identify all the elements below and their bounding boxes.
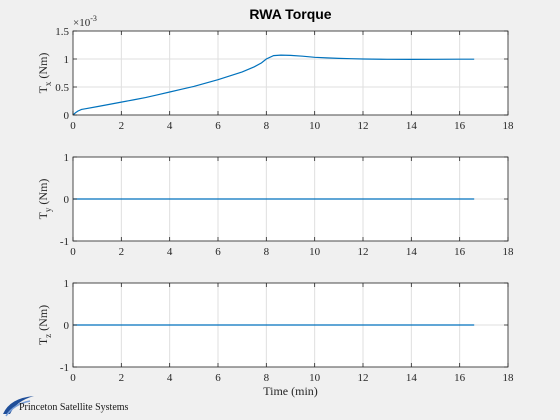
series-line-1 bbox=[72, 54, 475, 116]
x-tick-label: 16 bbox=[454, 246, 466, 258]
y-axis-label-subscript: z bbox=[43, 334, 53, 338]
x-axis-label: Time (min) bbox=[263, 384, 318, 398]
y-tick-label: -1 bbox=[60, 362, 69, 374]
x-tick-label: 4 bbox=[167, 246, 173, 258]
y-tick-label: 1 bbox=[64, 278, 70, 290]
x-tick-label: 2 bbox=[119, 120, 125, 132]
y-tick-label: 0 bbox=[64, 110, 70, 122]
y-axis-label-main: T bbox=[36, 211, 50, 219]
x-tick-label: 18 bbox=[503, 246, 515, 258]
y-axis-label: Tx (Nm) bbox=[36, 53, 53, 94]
x-tick-label: 2 bbox=[119, 246, 125, 258]
x-tick-label: 12 bbox=[358, 372, 369, 384]
y-tick-label: 0.5 bbox=[55, 82, 69, 94]
logo-text: Princeton Satellite Systems bbox=[19, 402, 129, 413]
x-tick-label: 16 bbox=[454, 120, 466, 132]
x-tick-label: 4 bbox=[167, 120, 173, 132]
x-tick-label: 12 bbox=[358, 246, 369, 258]
x-tick-label: 4 bbox=[167, 372, 173, 384]
axes-box bbox=[72, 30, 509, 116]
y-axis-label-main: T bbox=[36, 337, 50, 345]
y-exponent-label: ×10-3 bbox=[73, 14, 97, 29]
x-tick-label: 6 bbox=[215, 246, 221, 258]
x-tick-label: 16 bbox=[454, 372, 466, 384]
company-logo: Princeton Satellite Systems bbox=[3, 396, 129, 417]
x-tick-label: 14 bbox=[406, 372, 418, 384]
x-tick-label: 6 bbox=[215, 372, 221, 384]
x-tick-label: 10 bbox=[309, 372, 321, 384]
x-tick-label: 0 bbox=[70, 246, 76, 258]
x-tick-label: 8 bbox=[264, 372, 270, 384]
chart-title: RWA Torque bbox=[249, 6, 331, 22]
y-exponent-base: ×10 bbox=[73, 17, 91, 29]
y-axis-label-unit: (Nm) bbox=[36, 53, 50, 82]
x-tick-label: 18 bbox=[503, 372, 515, 384]
x-tick-label: 0 bbox=[70, 120, 76, 132]
x-tick-label: 12 bbox=[358, 120, 369, 132]
y-axis-label-subscript: y bbox=[43, 207, 53, 212]
plot-area bbox=[73, 31, 508, 115]
y-axis-label-unit: (Nm) bbox=[36, 179, 50, 208]
y-tick-label: 0 bbox=[64, 194, 70, 206]
x-tick-label: 8 bbox=[264, 246, 270, 258]
y-axis-label: Ty (Nm) bbox=[36, 179, 53, 220]
y-axis-label-main: T bbox=[36, 85, 50, 93]
subplot-1: 0 2 4 6 8 10 12 14 16 18 0 0.5 1 1.5 Tx (Nm) RWA Torque… bbox=[36, 6, 514, 132]
y-tick-label: 0 bbox=[64, 320, 70, 332]
y-axis-label: Tz (Nm) bbox=[36, 305, 53, 345]
y-tick-label: 1 bbox=[64, 152, 70, 164]
x-tick-label: 2 bbox=[119, 372, 125, 384]
y-exponent-power: -3 bbox=[90, 14, 97, 23]
x-tick-label: 6 bbox=[215, 120, 221, 132]
y-axis-label-subscript: x bbox=[43, 81, 53, 86]
x-tick-label: 18 bbox=[503, 120, 515, 132]
y-tick-label: 1.5 bbox=[55, 26, 69, 38]
x-tick-label: 8 bbox=[264, 120, 270, 132]
x-tick-label: 10 bbox=[309, 246, 321, 258]
x-tick-label: 10 bbox=[309, 120, 321, 132]
y-tick-label: -1 bbox=[60, 236, 69, 248]
x-tick-label: 14 bbox=[406, 246, 418, 258]
y-tick-label: 1 bbox=[64, 54, 70, 66]
x-tick-label: 14 bbox=[406, 120, 418, 132]
y-axis-label-unit: (Nm) bbox=[36, 305, 50, 334]
x-tick-label: 0 bbox=[70, 372, 76, 384]
